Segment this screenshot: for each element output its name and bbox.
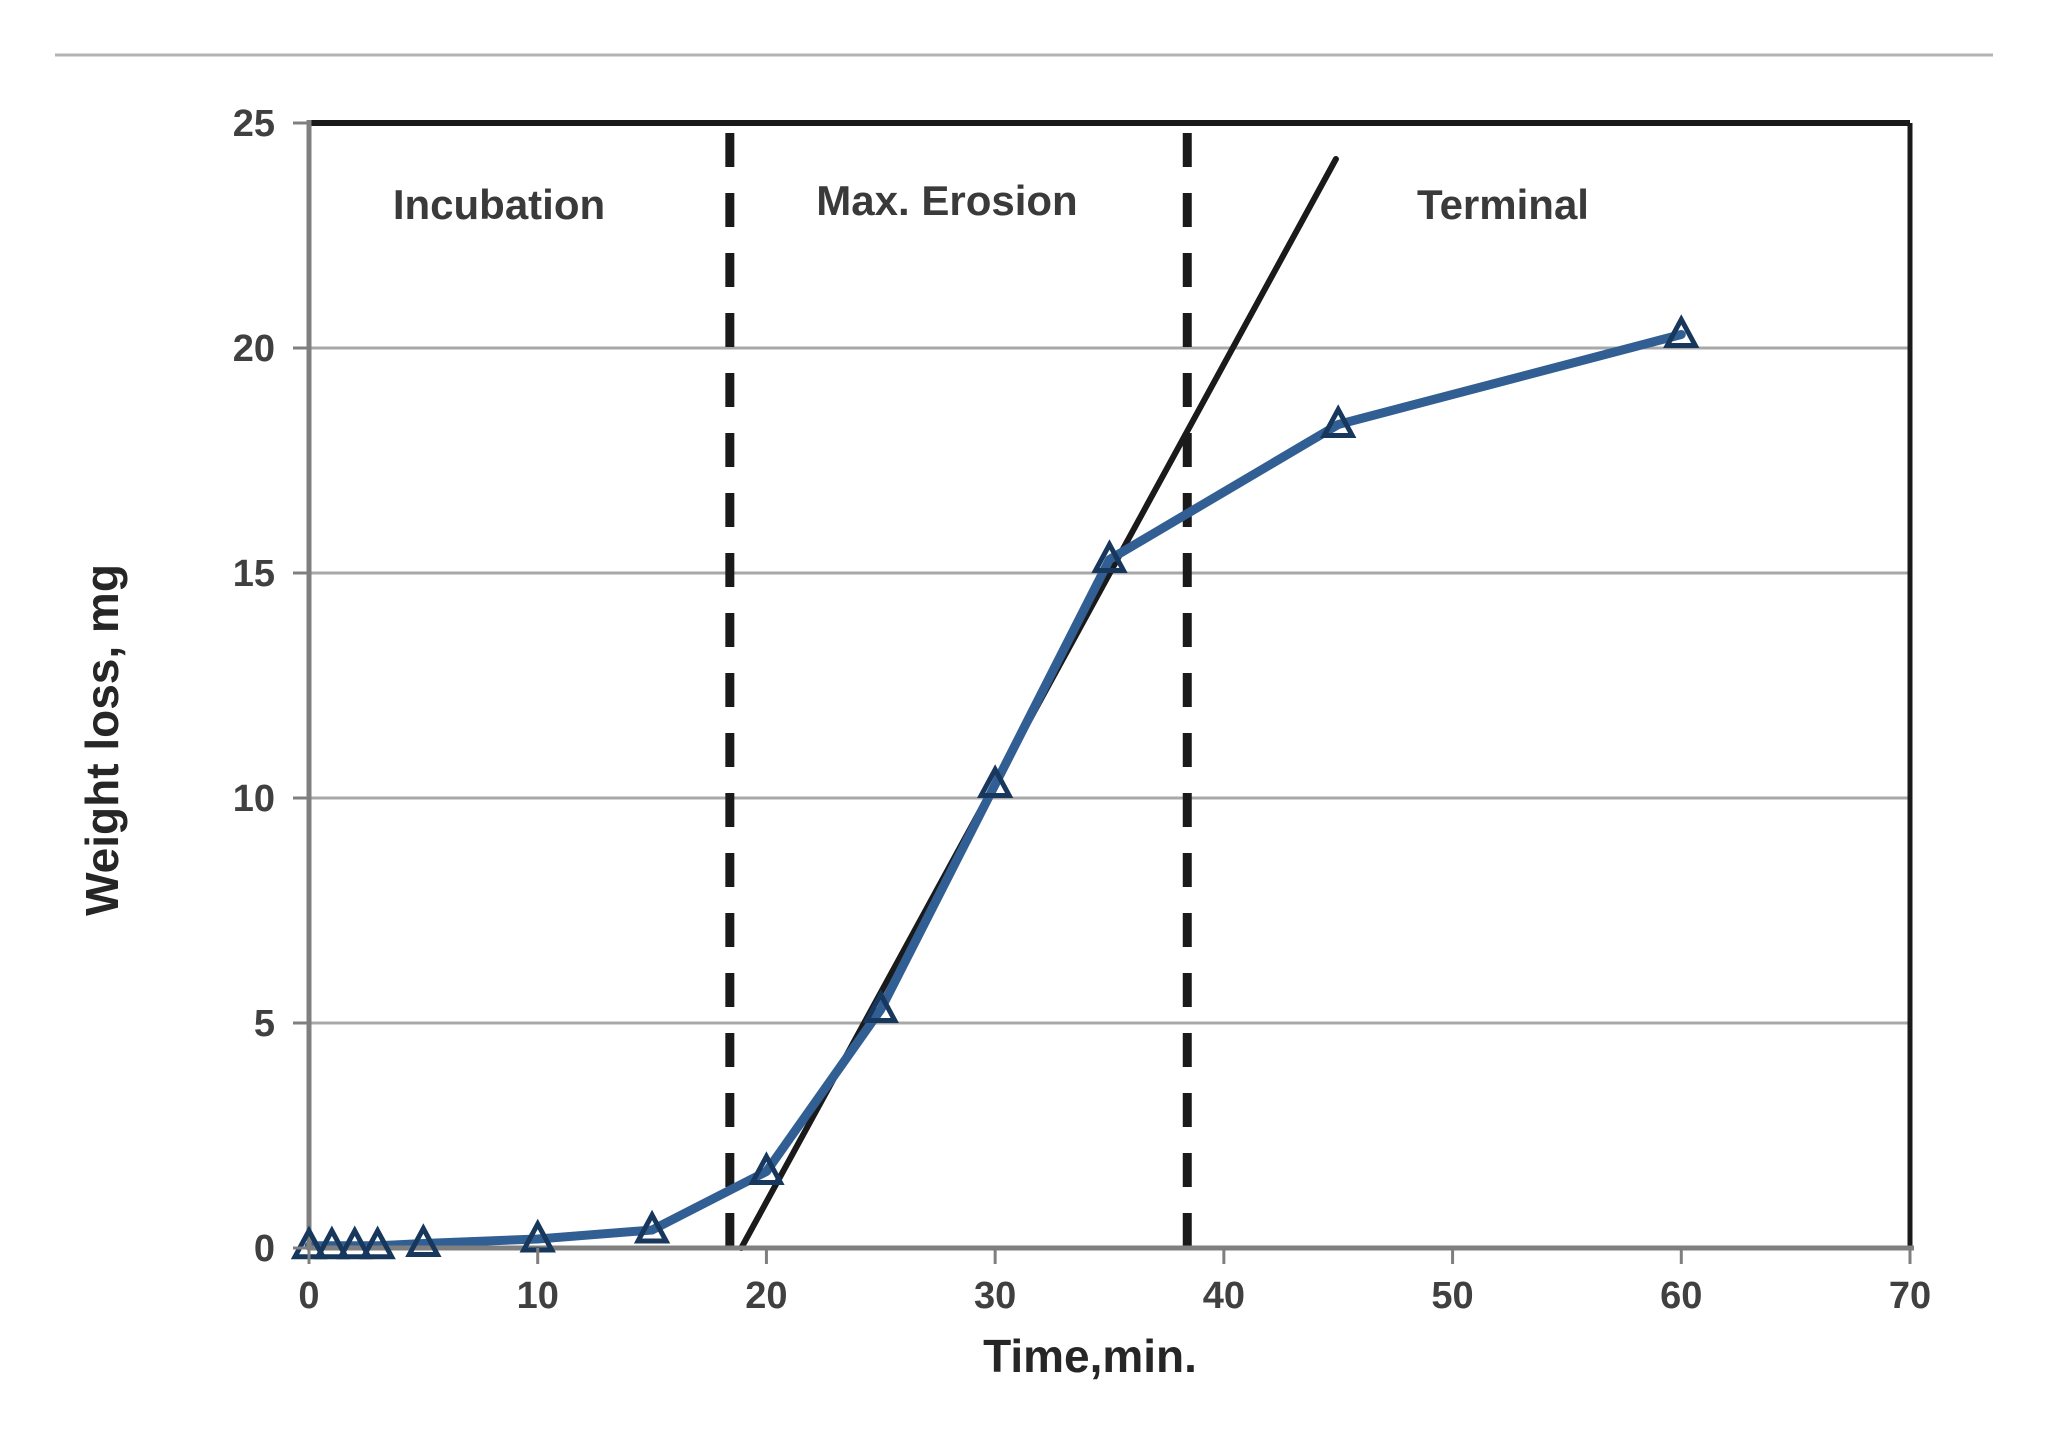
data-marker-10 <box>1091 539 1128 573</box>
x-tick-label-60: 60 <box>1660 1275 1702 1317</box>
region-label-incubation: Incubation <box>393 181 605 228</box>
data-marker-8 <box>862 989 899 1023</box>
y-tick-label-15: 15 <box>233 553 275 595</box>
region-label-terminal: Terminal <box>1417 181 1589 228</box>
x-tick-label-30: 30 <box>974 1275 1016 1317</box>
x-tick-label-70: 70 <box>1889 1275 1931 1317</box>
x-axis-title: Time,min. <box>983 1330 1197 1382</box>
chart-plot-area: 0 10 20 30 40 50 60 70 0 5 10 15 20 25 <box>233 103 1931 1317</box>
y-axis-title: Weight loss, mg <box>76 564 128 916</box>
weight-loss-line <box>304 330 1686 1251</box>
data-marker-12 <box>1663 314 1700 348</box>
data-marker-6 <box>633 1209 671 1244</box>
x-tick-label-10: 10 <box>517 1275 559 1317</box>
region-label-max-erosion: Max. Erosion <box>816 177 1077 224</box>
data-marker-1 <box>313 1225 351 1260</box>
x-tick-label-20: 20 <box>745 1275 787 1317</box>
data-marker-11 <box>1320 404 1357 438</box>
y-tick-label-25: 25 <box>233 103 275 145</box>
y-tick-label-5: 5 <box>254 1003 275 1045</box>
y-tick-label-10: 10 <box>233 778 275 820</box>
chart-text-labels: Incubation Max. Erosion Terminal Time,mi… <box>76 177 1589 1382</box>
data-marker-9 <box>976 764 1014 798</box>
y-tick-label-20: 20 <box>233 328 275 370</box>
x-tick-label-50: 50 <box>1431 1275 1473 1317</box>
data-marker-2 <box>336 1225 373 1260</box>
data-marker-7 <box>748 1151 785 1185</box>
x-tick-label-40: 40 <box>1203 1275 1245 1317</box>
data-marker-3 <box>359 1225 396 1260</box>
y-tick-label-0: 0 <box>254 1228 275 1270</box>
x-tick-label-0: 0 <box>298 1275 319 1317</box>
data-marker-4 <box>405 1223 442 1257</box>
